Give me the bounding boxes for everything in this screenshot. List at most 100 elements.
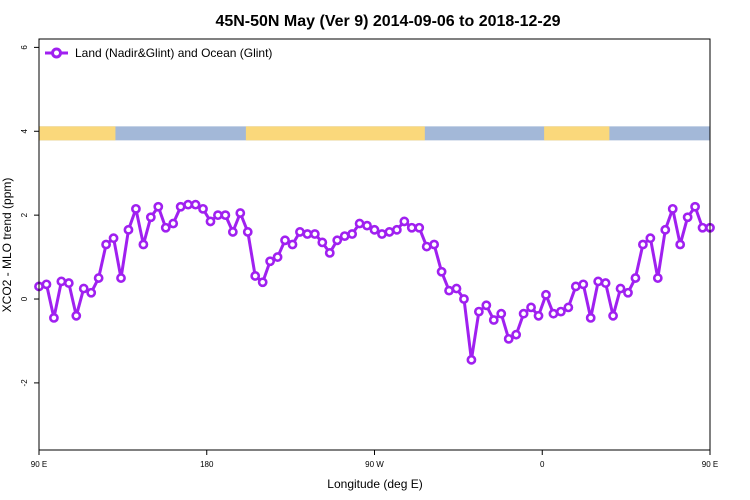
data-point [541, 289, 551, 300]
data-point [235, 208, 246, 218]
data-point [533, 310, 544, 321]
data-point [570, 281, 581, 292]
data-point [526, 302, 536, 313]
data-point [384, 227, 395, 237]
data-point [153, 201, 164, 212]
data-point [116, 273, 126, 283]
data-point [71, 310, 82, 321]
data-point [451, 283, 462, 294]
data-point [414, 222, 425, 233]
data-point [645, 233, 656, 244]
data-point [608, 310, 618, 321]
data-point [347, 229, 358, 239]
x-tick-label: 90 E [702, 460, 718, 469]
series-layer [34, 199, 715, 365]
data-point [436, 266, 447, 277]
data-point [444, 285, 454, 296]
data-point [377, 229, 387, 239]
axes: 90 E 180 90 W 0 90 E -2 0 2 4 6 [20, 45, 718, 469]
data-point [183, 199, 194, 210]
data-point [309, 229, 320, 239]
data-point [213, 210, 223, 221]
data-point [697, 222, 708, 233]
data-point [473, 306, 484, 317]
data-point [41, 279, 52, 290]
data-point [682, 212, 693, 223]
data-point [198, 203, 208, 214]
x-tick-label: 180 [200, 460, 214, 469]
data-point [339, 231, 350, 242]
land-segment [39, 126, 116, 141]
data-point [459, 294, 469, 304]
data-point [466, 354, 477, 365]
data-point [488, 315, 499, 325]
data-point [511, 329, 522, 340]
data-point [406, 222, 417, 233]
data-point [49, 312, 59, 323]
data-point [630, 273, 641, 283]
data-point [421, 241, 432, 252]
x-tick-label: 90 W [365, 460, 384, 469]
data-point [600, 278, 611, 288]
y-tick-label: 0 [20, 296, 29, 301]
data-point [295, 227, 305, 237]
legend-label: Land (Nadir&Glint) and Ocean (Glint) [75, 46, 272, 60]
data-point [578, 279, 589, 290]
data-point [302, 229, 313, 239]
data-point [548, 308, 559, 319]
data-point [108, 233, 119, 244]
data-point [362, 220, 372, 231]
data-point [280, 235, 290, 246]
data-point [205, 216, 216, 227]
data-point [615, 283, 626, 294]
data-point [518, 308, 529, 319]
data-point [242, 227, 253, 237]
data-point [101, 239, 111, 250]
data-point [503, 333, 514, 344]
y-tick-label: 6 [20, 45, 29, 50]
data-point [369, 224, 380, 235]
data-point [496, 308, 507, 319]
chart-title: 45N-50N May (Ver 9) 2014-09-06 to 2018-1… [215, 13, 560, 30]
data-point [660, 224, 671, 235]
x-axis-label: Longitude (deg E) [327, 477, 422, 491]
data-point [563, 302, 574, 313]
land-ocean-band [39, 126, 710, 141]
y-tick-label: 4 [20, 128, 29, 133]
data-point [131, 203, 141, 214]
data-point [86, 287, 97, 298]
data-point [190, 199, 201, 210]
data-point [257, 277, 268, 288]
data-point [78, 283, 89, 294]
data-point [250, 271, 261, 281]
data-point [555, 306, 566, 317]
data-point [175, 201, 186, 212]
data-point [56, 276, 67, 287]
data-point [667, 203, 678, 214]
y-tick-label: -2 [20, 379, 29, 387]
data-point [391, 224, 402, 235]
data-point [652, 273, 663, 283]
data-point [160, 222, 171, 233]
legend: Land (Nadir&Glint) and Ocean (Glint) [45, 46, 272, 60]
legend-marker-swatch [51, 47, 62, 59]
x-tick-label: 90 E [31, 460, 47, 469]
data-point [317, 237, 328, 248]
data-point [690, 201, 700, 212]
data-point [429, 239, 440, 250]
data-point [332, 235, 343, 246]
data-point [63, 278, 74, 288]
data-point [623, 287, 633, 298]
data-point [265, 256, 276, 267]
y-tick-label: 2 [20, 212, 29, 217]
data-point [123, 224, 134, 235]
data-point [138, 239, 149, 250]
data-point [93, 273, 104, 283]
x-tick-label: 0 [540, 460, 545, 469]
land-segment [544, 126, 610, 141]
data-point [145, 212, 156, 223]
data-point [585, 312, 596, 323]
data-point [168, 218, 179, 229]
data-point [272, 252, 283, 262]
